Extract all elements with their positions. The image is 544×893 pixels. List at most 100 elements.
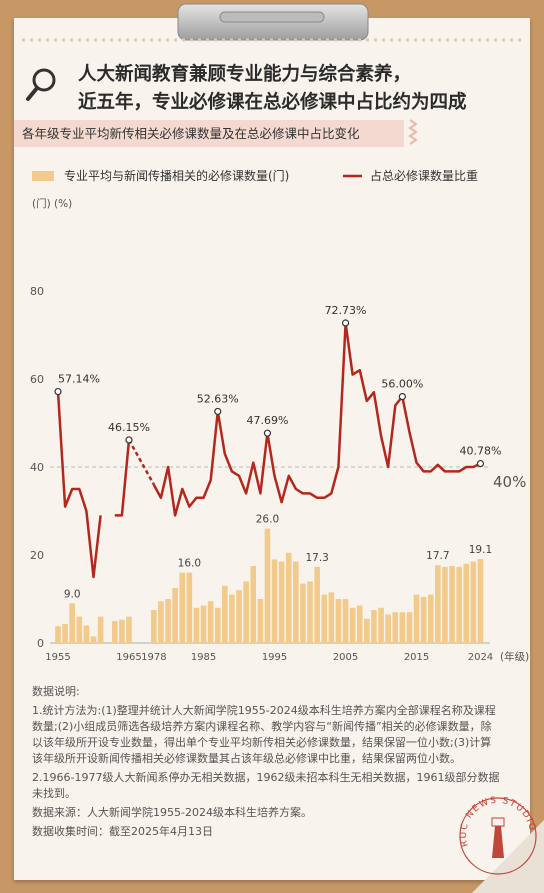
note-item: 2.1966-1977级人大新闻系停办无相关数据，1962级未招本科生无相关数据… — [32, 771, 500, 800]
bar — [321, 594, 328, 643]
bar-value-label: 17.7 — [426, 550, 449, 562]
line-value-label: 40.78% — [459, 445, 501, 458]
line-point — [263, 429, 272, 437]
y-tick-label: 60 — [30, 373, 44, 386]
magnifier-handle — [26, 86, 39, 101]
bar — [243, 581, 249, 643]
bar — [385, 614, 391, 643]
logo-ring — [459, 797, 537, 875]
bar — [151, 610, 157, 643]
x-tick-label: 2015 — [404, 652, 429, 663]
x-tick-label: 2005 — [333, 652, 358, 663]
y-tick-label: 20 — [30, 549, 44, 562]
banner-edge — [408, 119, 418, 145]
bar — [442, 566, 448, 643]
bar — [172, 588, 178, 643]
note-source: 数据来源：人大新闻学院1955-2024级本科生培养方案。 — [32, 806, 312, 819]
bar — [456, 566, 462, 643]
bar — [222, 585, 228, 643]
bar — [378, 607, 384, 643]
bar — [179, 572, 186, 643]
title-line: 人大新闻教育兼顾专业能力与综合素养， — [78, 64, 412, 85]
line-point — [476, 459, 485, 468]
bar — [314, 566, 320, 643]
bar — [463, 563, 470, 643]
bar — [119, 619, 125, 643]
bar — [371, 610, 377, 643]
bar — [356, 605, 363, 643]
bar — [229, 594, 235, 643]
bar — [293, 561, 299, 643]
bar-value-label: 9.0 — [64, 588, 81, 600]
legend-swatch-bar — [32, 171, 54, 181]
bar — [158, 601, 164, 643]
line — [56, 321, 481, 579]
bar — [307, 581, 313, 643]
bar — [406, 612, 413, 643]
paper — [14, 18, 530, 880]
title-line: 近五年，专业必修课在总必修课中占比约为四成 — [78, 92, 467, 113]
bar — [399, 612, 406, 643]
bar — [112, 621, 118, 643]
bar — [300, 583, 306, 643]
x-tick-label: 1985 — [191, 652, 216, 663]
note-date: 数据收集时间：截至2025年4月13日 — [32, 825, 213, 838]
line-point — [214, 407, 222, 416]
bar — [257, 599, 264, 643]
bar — [83, 625, 90, 643]
page-curl — [472, 820, 544, 893]
subtitle: 各年级专业平均新传相关必修课数量及在总必修课中占比变化 — [14, 120, 404, 147]
bar — [214, 607, 221, 643]
bar — [62, 624, 68, 643]
line-point — [125, 436, 133, 444]
y-tick-label: 80 — [30, 285, 44, 298]
bar — [250, 566, 257, 643]
bar — [477, 558, 484, 643]
bar — [69, 603, 75, 643]
bar — [193, 607, 200, 643]
bar — [392, 612, 399, 643]
line-point — [398, 393, 406, 401]
x-tick-label: 1965 — [116, 652, 141, 663]
bar — [186, 572, 193, 643]
reference-label: 40% — [493, 473, 526, 491]
bar — [271, 559, 278, 643]
gap-connector — [127, 439, 155, 486]
bar — [126, 616, 132, 643]
magnifier-icon — [32, 68, 56, 92]
bar — [76, 616, 83, 643]
bar — [427, 594, 434, 643]
line-value-label: 57.14% — [58, 373, 100, 386]
lighthouse — [492, 826, 504, 858]
bar — [278, 561, 285, 643]
lighthouse-lamp — [491, 817, 505, 827]
y-tick-label: 0 — [37, 637, 44, 650]
bar — [420, 596, 427, 643]
line-value-label: 56.00% — [381, 378, 423, 391]
bar — [55, 626, 61, 643]
bar-value-label: 17.3 — [305, 552, 328, 564]
y-axis-label: (门) (%) — [32, 197, 72, 210]
bar — [90, 636, 97, 643]
bar — [264, 528, 271, 643]
bar — [285, 552, 292, 643]
bar — [364, 618, 370, 643]
bar — [449, 566, 455, 643]
bar — [200, 605, 207, 643]
x-tick-label: 1978 — [141, 652, 166, 663]
bar — [328, 592, 335, 643]
x-tick-label: 1995 — [262, 652, 287, 663]
bar — [335, 599, 342, 643]
bar-value-label: 19.1 — [469, 544, 492, 556]
line-value-label: 46.15% — [108, 421, 150, 434]
bar — [97, 616, 104, 643]
x-tick-label: 2024 — [468, 652, 493, 663]
bar — [349, 607, 356, 643]
bar-value-label: 16.0 — [178, 558, 201, 570]
line-value-label: 47.69% — [246, 414, 288, 427]
line-point — [341, 319, 350, 327]
line-point — [54, 387, 62, 396]
bar-value-label: 26.0 — [256, 514, 279, 526]
